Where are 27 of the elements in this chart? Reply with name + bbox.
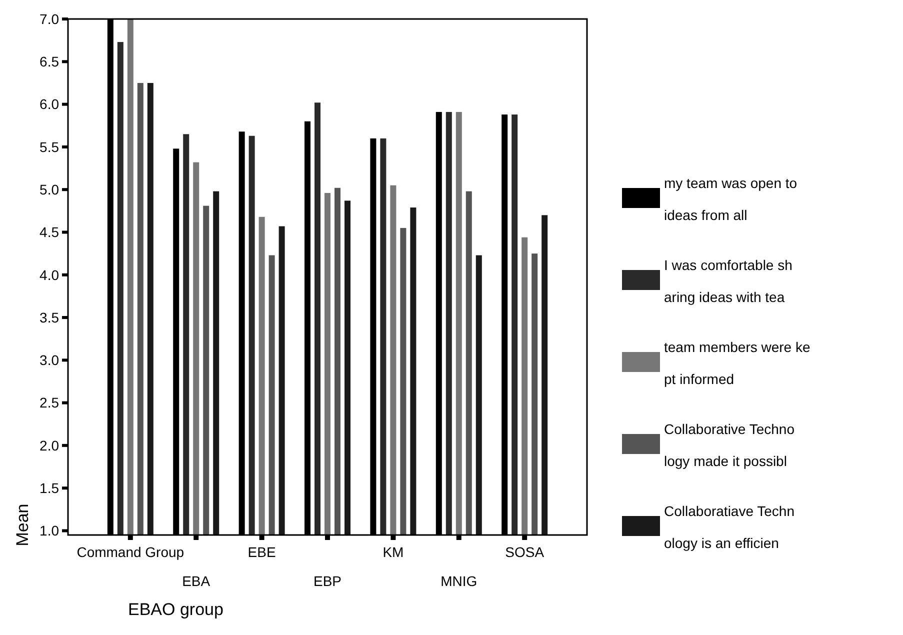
y-tick-label: 1.0 [40, 522, 60, 539]
y-axis-title: Mean [13, 504, 32, 546]
y-tick-label: 1.5 [40, 480, 60, 496]
y-tick-label: 3.5 [40, 309, 60, 326]
y-tick-label: 3.0 [40, 352, 60, 368]
x-tick-label: Command Group [76, 544, 184, 560]
y-tick-label: 2.0 [40, 437, 60, 454]
y-tick-label: 5.0 [40, 181, 60, 198]
y-tick-label: 4.5 [40, 224, 60, 240]
x-tick-label: EBE [248, 544, 276, 560]
x-axis-title: EBAO group [128, 600, 224, 619]
legend-label: I was comfortable sharing ideas with tea [664, 256, 792, 305]
x-tick-label: MNIG [440, 573, 478, 589]
legend-label: Collaborative Technology made it possibl [664, 420, 795, 469]
y-tick-label: 5.5 [40, 138, 60, 155]
y-tick-label: 6.5 [40, 54, 60, 70]
y-tick-label: 2.5 [40, 394, 60, 411]
y-tick-label: 7.0 [40, 10, 60, 27]
x-tick-label: EBP [313, 573, 342, 589]
y-tick-label: 4.0 [40, 266, 60, 283]
x-tick-label: EBA [182, 573, 211, 589]
legend-label: Collaboratiave Technology is an efficien [664, 502, 794, 551]
x-tick-label: KM [382, 544, 404, 560]
legend-label: team members were kept informed [664, 338, 810, 387]
legend-label: my team was open to ideas from all [664, 174, 801, 223]
y-tick-label: 6.0 [40, 96, 60, 112]
x-tick-label: SOSA [505, 544, 545, 560]
